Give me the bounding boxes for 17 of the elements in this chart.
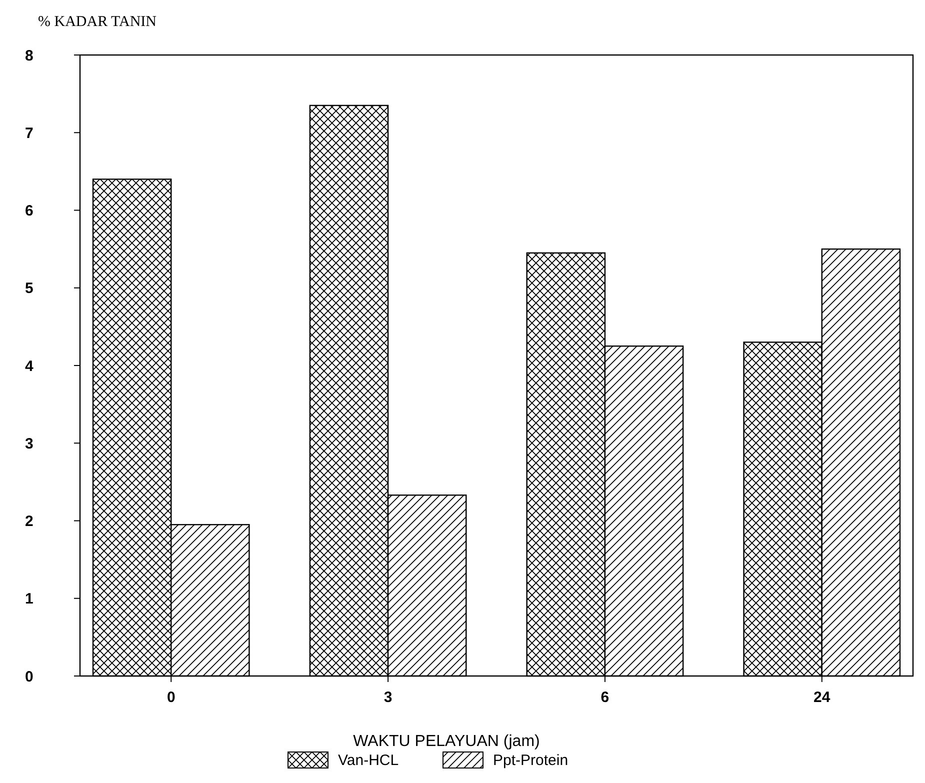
x-axis-title: WAKTU PELAYUAN (jam): [353, 733, 540, 750]
x-tick-label: 6: [600, 689, 610, 706]
legend-label: Ppt-Protein: [493, 752, 568, 769]
y-tick-label: 7: [25, 124, 34, 142]
y-tick-label: 6: [25, 202, 34, 220]
y-tick-label: 3: [25, 435, 34, 452]
y-tick-label: 8: [25, 47, 34, 64]
y-tick-label: 4: [25, 358, 34, 375]
legend-label: Van-HCL: [338, 752, 399, 769]
y-tick-label: 1: [25, 590, 34, 608]
x-tick-label: 3: [384, 689, 392, 706]
y-tick-label: 5: [25, 280, 34, 298]
chart-title: % KADAR TANIN: [38, 14, 157, 30]
y-tick-label: 0: [25, 668, 34, 686]
x-tick-label: 24: [814, 689, 831, 706]
x-tick-label: 0: [166, 689, 176, 706]
y-tick-label: 2: [25, 513, 34, 530]
